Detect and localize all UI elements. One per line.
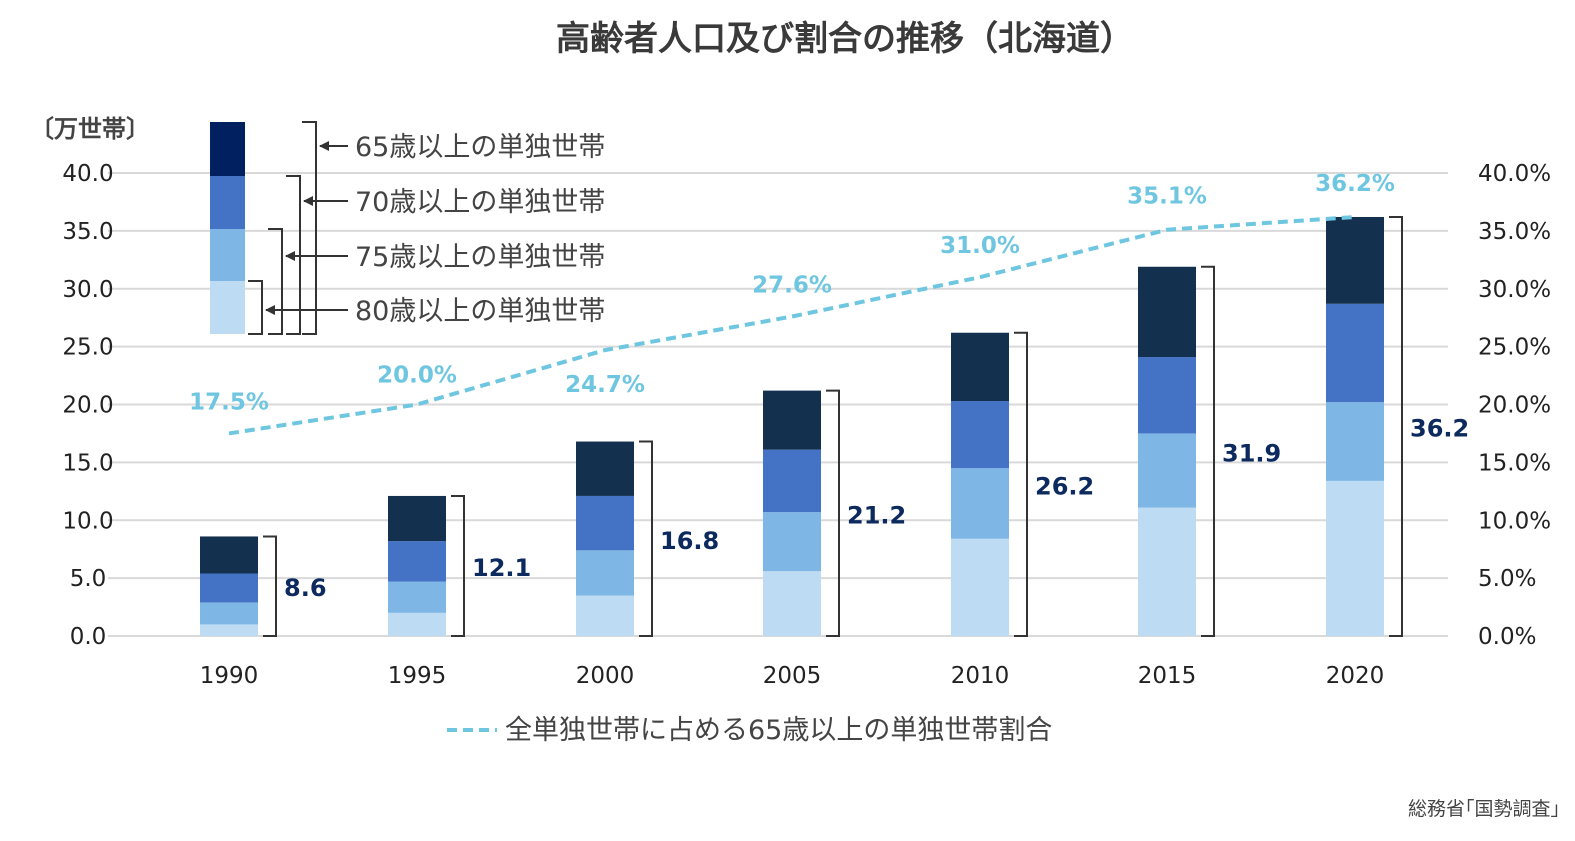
total-label: 8.6	[284, 574, 327, 602]
total-label: 21.2	[847, 501, 906, 529]
legend-swatch	[210, 229, 245, 281]
total-label: 12.1	[472, 554, 531, 582]
bar-segment	[763, 571, 821, 636]
x-tick-label: 2005	[763, 663, 822, 689]
right-tick-label: 20.0%	[1478, 393, 1551, 419]
arrow-head-icon	[319, 141, 329, 151]
left-tick-label: 25.0	[62, 335, 113, 361]
chart-title: 高齢者人口及び割合の推移（北海道）	[556, 19, 1134, 59]
line-data-label: 31.0%	[940, 233, 1020, 259]
right-tick-label: 40.0%	[1478, 161, 1551, 187]
legend-bracket	[286, 175, 301, 335]
total-label: 36.2	[1410, 414, 1469, 442]
bar-segment	[1138, 507, 1196, 636]
bar-segment	[951, 538, 1009, 636]
total-bracket	[1389, 215, 1403, 637]
line-data-label: 35.1%	[1127, 184, 1207, 210]
right-tick-label: 35.0%	[1478, 219, 1551, 245]
x-tick-label: 2020	[1326, 663, 1385, 689]
bar-segment	[576, 550, 634, 596]
bar-segment	[200, 624, 258, 636]
source-note: 総務省｢国勢調査｣	[1408, 798, 1560, 820]
arrow-head-icon	[285, 251, 295, 261]
bar-segment	[576, 595, 634, 636]
left-tick-label: 20.0	[62, 393, 113, 419]
bar-segment	[951, 468, 1009, 539]
legend-label: 75歳以上の単独世帯	[355, 242, 605, 273]
line-data-label: 36.2%	[1315, 171, 1395, 197]
bar-segment	[763, 512, 821, 572]
bar-segment	[200, 536, 258, 574]
bar-segment	[1138, 266, 1196, 358]
total-bracket	[451, 494, 465, 637]
bar-segment	[200, 573, 258, 603]
total-label: 31.9	[1222, 439, 1281, 467]
right-tick-label: 30.0%	[1478, 277, 1551, 303]
line-data-label: 17.5%	[189, 389, 269, 415]
arrow-head-icon	[303, 196, 313, 206]
x-tick-label: 2000	[576, 663, 635, 689]
x-tick-label: 1990	[200, 663, 259, 689]
legend-swatch	[210, 122, 245, 176]
left-tick-label: 40.0	[62, 161, 113, 187]
left-tick-label: 5.0	[70, 566, 107, 592]
total-bracket	[1201, 265, 1215, 637]
total-bracket	[639, 440, 653, 637]
bar-segment	[1326, 402, 1384, 481]
total-bracket	[263, 535, 277, 637]
bar-segment	[388, 541, 446, 582]
left-tick-label: 35.0	[62, 219, 113, 245]
bar-segment	[763, 449, 821, 513]
x-tick-label: 2015	[1138, 663, 1197, 689]
bar-segment	[763, 390, 821, 450]
total-label: 16.8	[660, 527, 719, 555]
bar-segment	[1326, 216, 1384, 304]
bar-segment	[1138, 433, 1196, 508]
x-tick-label: 1995	[388, 663, 447, 689]
left-tick-label: 0.0	[70, 624, 107, 650]
bar-segment	[576, 495, 634, 551]
bar-segment	[951, 401, 1009, 469]
right-tick-label: 25.0%	[1478, 335, 1551, 361]
total-bracket	[826, 389, 840, 637]
left-tick-label: 30.0	[62, 277, 113, 303]
bar-segment	[1138, 357, 1196, 434]
line-series	[228, 214, 1356, 436]
right-tick-label: 5.0%	[1478, 566, 1536, 592]
total-label: 26.2	[1035, 472, 1094, 500]
legend-label: 80歳以上の単独世帯	[355, 296, 605, 327]
line-data-label: 24.7%	[565, 372, 645, 398]
left-tick-label: 15.0	[62, 450, 113, 476]
y-unit-label: 〔万世帯〕	[30, 115, 150, 143]
legend-swatch	[210, 281, 245, 334]
bar-segment	[388, 495, 446, 542]
right-tick-label: 15.0%	[1478, 450, 1551, 476]
total-bracket	[1014, 331, 1028, 637]
bar-segment	[1326, 303, 1384, 403]
bar-segment	[1326, 480, 1384, 636]
legend: 全単独世帯に占める65歳以上の単独世帯割合	[447, 715, 1052, 746]
legend-bracket	[248, 280, 263, 335]
arrow-head-icon	[265, 305, 275, 315]
line-data-label: 27.6%	[752, 273, 832, 299]
x-tick-label: 2010	[951, 663, 1010, 689]
bar-segment	[388, 581, 446, 613]
bar-segment	[388, 612, 446, 636]
bar-segment	[951, 332, 1009, 402]
legend-label: 65歳以上の単独世帯	[355, 132, 605, 163]
legend-label: 70歳以上の単独世帯	[355, 187, 605, 218]
left-tick-label: 10.0	[62, 508, 113, 534]
bar-segment	[200, 602, 258, 625]
right-tick-label: 10.0%	[1478, 508, 1551, 534]
legend-line-label: 全単独世帯に占める65歳以上の単独世帯割合	[505, 715, 1052, 746]
bar-segment	[576, 441, 634, 496]
legend-bracket	[268, 228, 283, 335]
legend-swatch	[210, 176, 245, 229]
right-tick-label: 0.0%	[1478, 624, 1536, 650]
legend-bracket	[302, 121, 317, 335]
line-data-label: 20.0%	[377, 363, 457, 389]
